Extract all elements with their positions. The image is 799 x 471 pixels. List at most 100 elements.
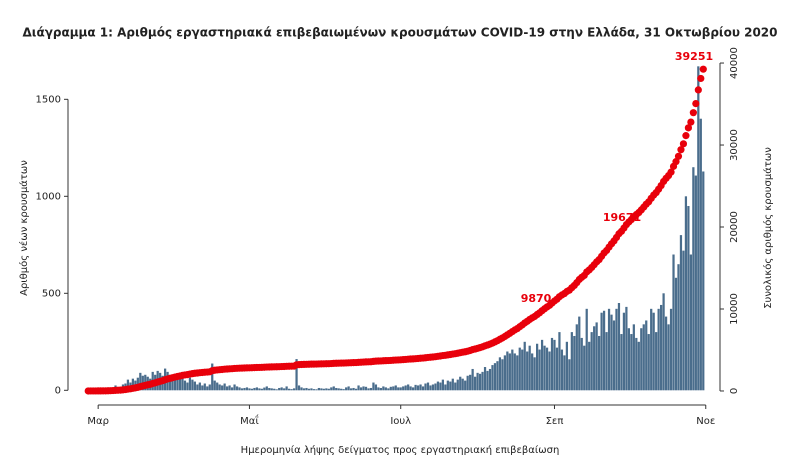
- bar: [531, 353, 534, 391]
- bar: [300, 387, 303, 391]
- bar: [350, 388, 353, 391]
- bar: [493, 363, 497, 391]
- bar: [335, 387, 338, 391]
- bar: [501, 359, 504, 391]
- bar: [221, 385, 224, 391]
- bar: [528, 345, 531, 391]
- bar: [697, 66, 700, 391]
- bar: [476, 372, 479, 391]
- cumulative-point: [689, 109, 697, 117]
- bar: [345, 387, 348, 391]
- bar: [645, 320, 648, 391]
- bar: [555, 347, 559, 391]
- bar: [414, 384, 417, 391]
- bar: [674, 277, 678, 391]
- bar: [302, 388, 306, 391]
- bar: [471, 368, 474, 391]
- bar: [253, 387, 256, 391]
- bar: [382, 386, 385, 391]
- bar: [694, 175, 697, 391]
- bar: [412, 387, 415, 391]
- bar: [384, 387, 387, 391]
- bar: [660, 304, 663, 391]
- bar: [625, 306, 628, 391]
- bar: [553, 339, 556, 391]
- bar: [310, 388, 313, 391]
- bar: [521, 349, 524, 391]
- bar: [307, 388, 311, 391]
- bar: [664, 316, 668, 391]
- x-tick-label: Μαρ: [87, 416, 109, 427]
- x-tick-label: Ιουλ: [390, 416, 411, 427]
- bar: [233, 384, 236, 391]
- bar: [575, 324, 578, 391]
- bar: [622, 312, 626, 391]
- bar: [131, 378, 134, 391]
- bar: [198, 382, 201, 391]
- bar: [496, 361, 499, 391]
- bar: [640, 328, 643, 391]
- bar: [305, 387, 308, 391]
- bar: [404, 385, 407, 391]
- bar: [337, 388, 340, 391]
- bar: [399, 387, 402, 391]
- bar: [275, 389, 278, 391]
- bar: [602, 310, 606, 391]
- bar: [315, 389, 318, 391]
- bar: [684, 196, 688, 391]
- bar: [288, 388, 291, 391]
- bar: [230, 387, 234, 391]
- bar: [394, 385, 397, 391]
- y2-axis-label: Συνολικός αριθμός κρουσμάτων: [762, 147, 774, 309]
- bar: [513, 353, 516, 391]
- bar: [196, 384, 199, 391]
- bar: [173, 373, 177, 391]
- bar: [235, 386, 239, 391]
- bar: [211, 363, 214, 391]
- bar: [667, 324, 670, 391]
- cumulative-points: [84, 65, 707, 395]
- x-tick-label: Νοε: [696, 416, 715, 427]
- bar: [139, 372, 142, 391]
- annotation: 39251: [675, 50, 713, 63]
- bar: [285, 386, 288, 391]
- bar: [424, 383, 427, 391]
- bar: [478, 373, 482, 391]
- bar: [292, 388, 296, 391]
- y2-tick-label: 40000: [729, 47, 740, 79]
- bar: [317, 387, 320, 391]
- bar: [392, 386, 395, 391]
- bar: [312, 389, 316, 391]
- bar: [459, 376, 462, 391]
- bar: [188, 377, 192, 391]
- bar: [206, 386, 209, 391]
- bar: [352, 387, 355, 391]
- bar: [548, 351, 551, 391]
- cumulative-point: [677, 146, 685, 154]
- bar: [265, 386, 268, 391]
- bar: [543, 345, 546, 391]
- bar: [421, 386, 425, 391]
- bar: [583, 345, 586, 391]
- y2-tick-label: 30000: [729, 129, 740, 161]
- bar: [377, 387, 380, 391]
- bar: [431, 384, 435, 391]
- bar: [181, 375, 184, 391]
- bar: [617, 303, 621, 391]
- bar: [637, 341, 640, 391]
- bar: [325, 388, 328, 391]
- cumulative-point: [684, 124, 693, 132]
- bar: [238, 387, 241, 391]
- bar: [650, 308, 653, 391]
- bar: [441, 379, 444, 391]
- bar: [258, 388, 261, 391]
- bars: [87, 66, 705, 391]
- bar: [273, 388, 276, 391]
- bar: [536, 343, 539, 391]
- bar: [593, 326, 596, 391]
- bar: [456, 379, 459, 391]
- bar: [186, 382, 189, 391]
- bar: [699, 118, 702, 391]
- y2-tick-label: 0: [729, 388, 740, 394]
